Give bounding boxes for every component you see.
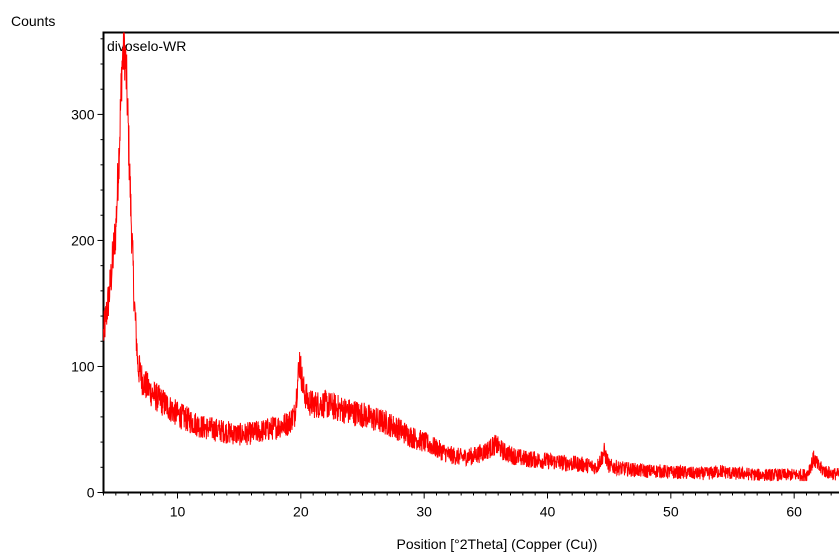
y-tick-label: 300 [71, 106, 95, 122]
x-tick-label: 50 [663, 504, 679, 520]
x-axis-ticks: 10 20 30 40 50 60 [103, 492, 832, 520]
y-axis-ticks: 0 100 200 300 [71, 38, 104, 501]
x-tick-label: 40 [540, 504, 556, 520]
x-tick-label: 10 [170, 504, 186, 520]
y-axis-title: Counts [11, 13, 55, 29]
y-tick-label: 200 [71, 232, 95, 248]
y-tick-label: 0 [87, 485, 95, 501]
x-tick-label: 30 [416, 504, 432, 520]
sample-label: divoselo-WR [107, 38, 186, 54]
x-axis-title: Position [°2Theta] (Copper (Cu)) [397, 536, 598, 552]
y-tick-label: 100 [71, 358, 95, 374]
series-line [103, 32, 839, 482]
x-tick-label: 60 [786, 504, 802, 520]
x-tick-label: 20 [293, 504, 309, 520]
